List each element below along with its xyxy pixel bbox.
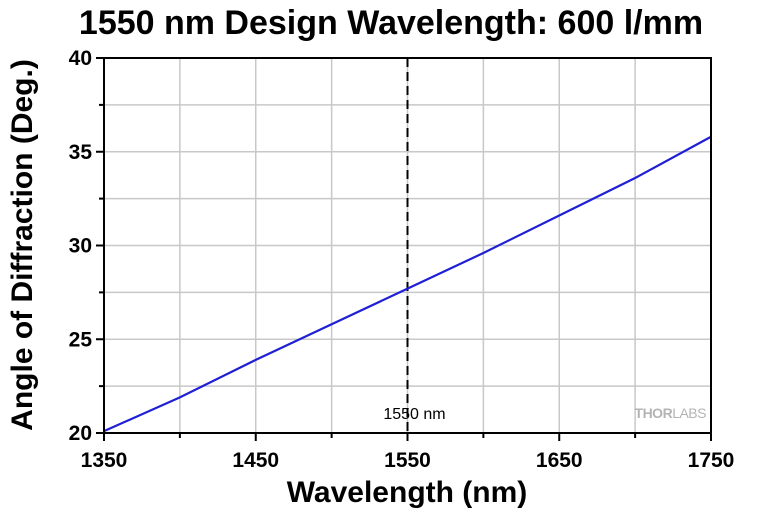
series [103, 135, 712, 433]
x-tick-label: 1350 [81, 449, 128, 472]
y-tick-label: 20 [69, 422, 92, 445]
ticks [96, 57, 712, 441]
watermark-thor: THOR [635, 405, 673, 421]
chart-title: 1550 nm Design Wavelength: 600 l/mm [79, 4, 703, 42]
tick-labels: 1350 1450 1550 1650 1750 20 25 30 35 40 [69, 47, 735, 472]
annotations: 1550 nm [383, 58, 446, 433]
y-tick-label: 30 [69, 235, 92, 258]
design-wavelength-label: 1550 nm [383, 406, 445, 423]
y-tick-label: 25 [69, 328, 93, 351]
x-tick-label: 1650 [536, 449, 583, 472]
diffraction-angle-line [103, 135, 712, 433]
x-axis-label: Wavelength (nm) [287, 476, 528, 509]
thorlabs-watermark: THORLABS [635, 405, 707, 421]
y-axis-label: Angle of Diffraction (Deg.) [6, 59, 39, 431]
y-tick-label: 40 [69, 47, 92, 70]
x-tick-label: 1550 [384, 449, 431, 472]
watermark-labs: LABS [672, 405, 706, 421]
x-tick-label: 1450 [232, 449, 279, 472]
y-tick-label: 35 [69, 141, 93, 164]
x-tick-label: 1750 [688, 449, 735, 472]
